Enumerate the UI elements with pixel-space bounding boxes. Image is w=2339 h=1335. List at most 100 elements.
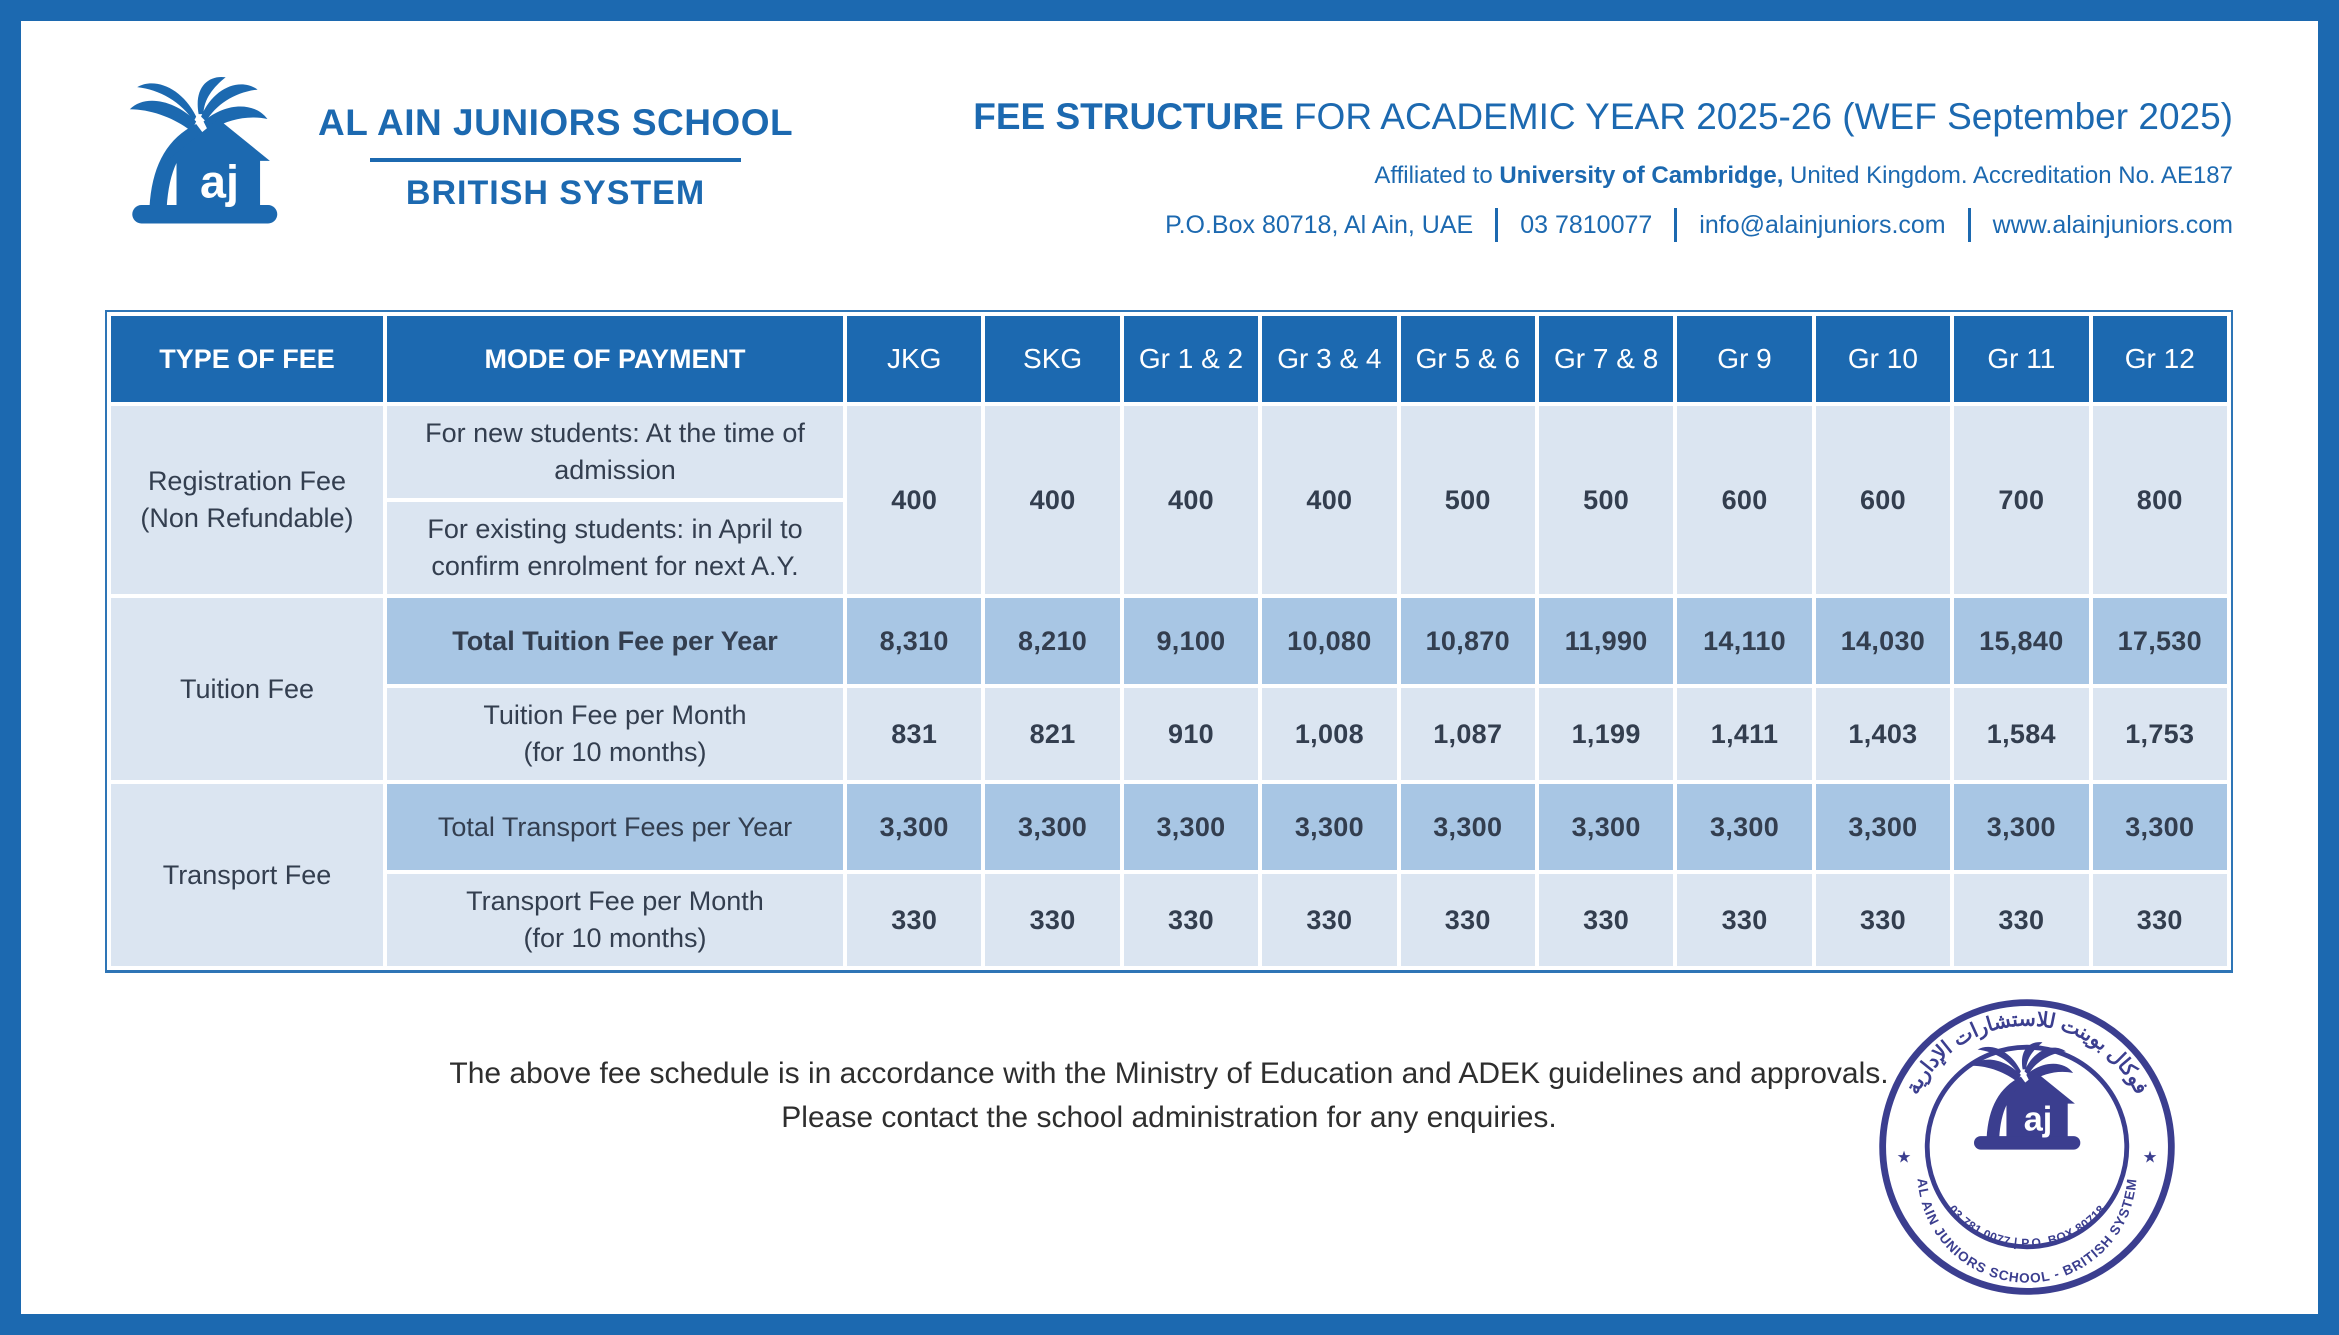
transport-month-value: 330 [1677,874,1812,966]
col-header-gr1-2: Gr 1 & 2 [1123,316,1259,402]
col-header-gr3-4: Gr 3 & 4 [1262,316,1397,402]
transport-month-value: 330 [1815,874,1951,966]
col-header-gr12: Gr 12 [2092,316,2227,402]
transport-month-value: 330 [847,874,982,966]
transport-year-value: 3,300 [1400,784,1535,870]
affiliation-university: University of Cambridge, [1499,162,1784,189]
contact-line: P.O.Box 80718, Al Ain, UAE 03 7810077 in… [973,208,2233,242]
transport-year-value: 3,300 [1677,784,1812,870]
footer-note: The above fee schedule is in accordance … [105,1052,2233,1140]
mode-transport-month: Transport Fee per Month (for 10 months) [387,874,843,966]
tuition-month-value: 1,411 [1677,688,1812,780]
star-icon: ★ [2143,1149,2158,1167]
tuition-month-value: 1,403 [1815,688,1951,780]
tuition-year-value: 14,030 [1815,598,1951,684]
tuition-month-value: 1,753 [2092,688,2227,780]
fee-type-transport: Transport Fee [111,784,383,966]
transport-year-value: 3,300 [1123,784,1259,870]
registration-fee-value: 600 [1815,406,1951,594]
school-system: BRITISH SYSTEM [405,174,706,212]
table-row-registration-existing: For existing students: in April to confi… [111,502,2227,594]
registration-fee-value: 400 [1262,406,1397,594]
transport-year-value: 3,300 [847,784,982,870]
col-header-gr7-8: Gr 7 & 8 [1538,316,1674,402]
mode-transport-month-note: (for 10 months) [523,923,707,953]
fee-type-tuition: Tuition Fee [111,598,383,780]
transport-year-value: 3,300 [1954,784,2089,870]
school-name: AL AIN JUNIORS SCHOOL [318,102,794,143]
mode-registration-new: For new students: At the time of admissi… [387,406,843,498]
separator-bar [1674,208,1678,242]
transport-month-value: 330 [1400,874,1535,966]
contact-phone: 03 7810077 [1520,210,1653,239]
document-header: FEE STRUCTURE FOR ACADEMIC YEAR 2025-26 … [973,96,2233,242]
transport-month-value: 330 [2092,874,2227,966]
tuition-month-value: 821 [985,688,1120,780]
affiliation-prefix: Affiliated to [1374,162,1500,189]
col-header-type-of-fee: TYPE OF FEE [111,316,383,402]
stamp-contact-arc-text: 03 781 0077 | P.O. BOX 80718 [1946,1202,2108,1250]
col-header-gr9: Gr 9 [1677,316,1812,402]
school-stamp: فوكال بوينت للاستشارات الإدارية AL AIN J… [1879,999,2175,1295]
affiliation-line: Affiliated to University of Cambridge, U… [973,162,2233,190]
contact-email: info@alainjuniors.com [1699,210,1946,239]
mode-transport-total-year: Total Transport Fees per Year [387,784,843,870]
col-header-gr11: Gr 11 [1954,316,2089,402]
mode-registration-existing: For existing students: in April to confi… [387,502,843,594]
registration-fee-value: 700 [1954,406,2089,594]
contact-pobox: P.O.Box 80718, Al Ain, UAE [1165,210,1474,239]
tuition-year-value: 14,110 [1677,598,1812,684]
transport-month-value: 330 [1123,874,1259,966]
transport-month-value: 330 [1954,874,2089,966]
table-row-tuition-year: Tuition Fee Total Tuition Fee per Year 8… [111,598,2227,780]
registration-fee-value: 800 [2092,406,2227,594]
table-header-row: TYPE OF FEE MODE OF PAYMENT JKG SKG Gr 1… [111,316,2227,402]
transport-year-value: 3,300 [1262,784,1397,870]
mode-transport-month-label: Transport Fee per Month [466,886,764,916]
footer-note-line2: Please contact the school administration… [781,1101,1557,1134]
separator-bar [1967,208,1971,242]
registration-fee-value: 500 [1400,406,1535,594]
table-row-registration-new: Registration Fee (Non Refundable) For ne… [111,406,2227,594]
tuition-month-value: 1,008 [1262,688,1397,780]
footer-note-line1: The above fee schedule is in accordance … [449,1057,1889,1090]
registration-fee-value: 500 [1538,406,1674,594]
tuition-year-value: 17,530 [2092,598,2227,684]
page-title-bold: FEE STRUCTURE [973,96,1284,137]
school-brand: AL AIN JUNIORS SCHOOL BRITISH SYSTEM [120,76,793,226]
mode-tuition-month-label: Tuition Fee per Month [483,700,747,730]
mode-tuition-total-year: Total Tuition Fee per Year [387,598,843,684]
contact-website: www.alainjuniors.com [1992,210,2233,239]
transport-month-value: 330 [1262,874,1397,966]
transport-year-value: 3,300 [2092,784,2227,870]
tuition-year-value: 10,870 [1400,598,1535,684]
star-icon: ★ [1897,1149,1912,1167]
school-name-underline [370,158,741,162]
stamp-outer-ring [1879,999,2175,1295]
separator-bar [1495,208,1499,242]
stamp-logo-icon [1972,1042,2081,1150]
page-title-rest: FOR ACADEMIC YEAR 2025-26 (WEF September… [1283,96,2233,137]
tuition-month-value: 831 [847,688,982,780]
mode-tuition-month: Tuition Fee per Month (for 10 months) [387,688,843,780]
school-name-block: AL AIN JUNIORS SCHOOL BRITISH SYSTEM [318,102,793,213]
registration-fee-value: 400 [847,406,982,594]
transport-month-value: 330 [1538,874,1674,966]
table-row-tuition-month: Tuition Fee per Month (for 10 months) 83… [111,688,2227,780]
tuition-month-value: 1,199 [1538,688,1674,780]
col-header-mode-of-payment: MODE OF PAYMENT [387,316,843,402]
table-row-transport-month: Transport Fee per Month (for 10 months) … [111,874,2227,966]
transport-year-value: 3,300 [985,784,1120,870]
tuition-year-value: 9,100 [1123,598,1259,684]
school-logo-icon [129,76,278,224]
tuition-month-value: 1,584 [1954,688,2089,780]
transport-month-value: 330 [985,874,1120,966]
tuition-year-value: 11,990 [1538,598,1674,684]
registration-fee-value: 600 [1677,406,1812,594]
col-header-skg: SKG [985,316,1120,402]
col-header-gr5-6: Gr 5 & 6 [1400,316,1535,402]
col-header-gr10: Gr 10 [1815,316,1951,402]
tuition-year-value: 8,210 [985,598,1120,684]
fee-type-registration: Registration Fee (Non Refundable) [111,406,383,594]
